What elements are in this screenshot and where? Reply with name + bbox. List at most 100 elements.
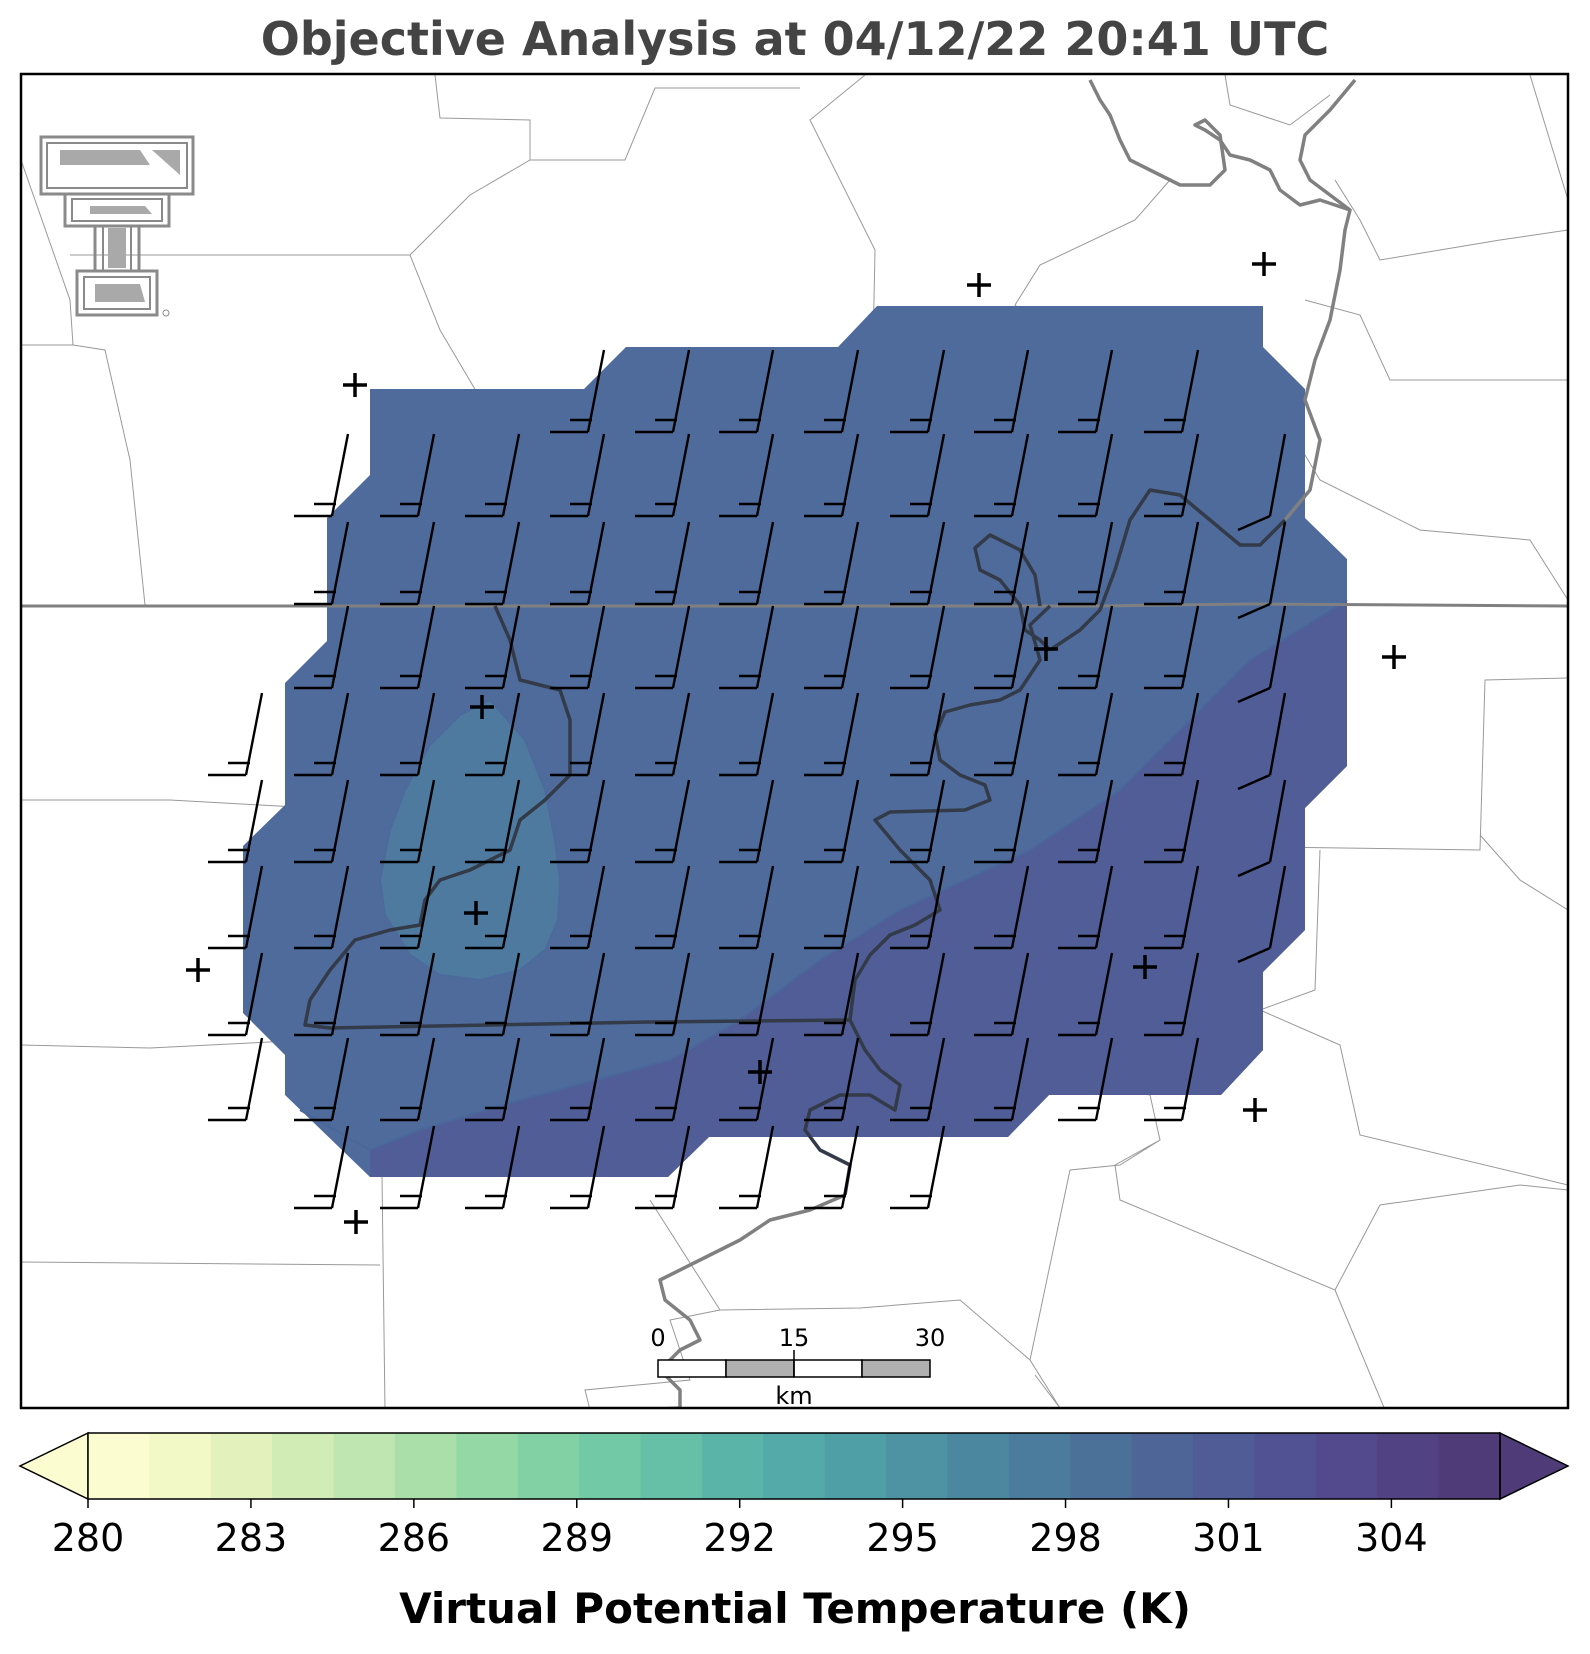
wind-barb xyxy=(465,1037,521,1122)
scale-bar-label-30: 30 xyxy=(915,1324,946,1352)
scale-bar-label-15: 15 xyxy=(779,1324,810,1352)
wind-barb xyxy=(1058,605,1114,690)
station-marker xyxy=(1252,252,1276,276)
wind-barb xyxy=(635,692,691,777)
wind-barb xyxy=(719,349,775,434)
wind-barb xyxy=(1144,692,1200,777)
wind-barb xyxy=(550,1037,606,1122)
colorbar-outline xyxy=(87,1432,1501,1500)
wind-barb xyxy=(890,865,946,950)
colorbar-extend-high xyxy=(1499,1431,1570,1501)
colorbar: 280 283 286 289 292 295 298 301 304 xyxy=(18,1431,1570,1560)
wind-barb xyxy=(1144,779,1200,864)
scale-bar-unit: km xyxy=(775,1382,812,1410)
wind-barb xyxy=(974,521,1030,606)
wind-barb xyxy=(465,865,521,950)
colorbar-swatch xyxy=(824,1433,887,1499)
colorbar-swatch xyxy=(456,1433,519,1499)
wind-barb xyxy=(635,952,691,1037)
wind-barb xyxy=(294,952,350,1037)
wind-barb xyxy=(974,605,1030,690)
station-marker xyxy=(1034,637,1058,661)
wind-barb xyxy=(804,779,860,864)
wind-barb xyxy=(804,521,860,606)
wind-barb xyxy=(635,865,691,950)
wind-barb xyxy=(1058,433,1114,518)
station-marker xyxy=(343,373,367,397)
wind-barb xyxy=(719,692,775,777)
wind-barb xyxy=(635,1125,691,1210)
wind-barb xyxy=(1144,952,1200,1037)
wind-barb xyxy=(635,433,691,518)
colorbar-swatch xyxy=(1008,1433,1071,1499)
wind-barb xyxy=(294,433,350,518)
station-marker xyxy=(1243,1098,1267,1122)
wind-barb xyxy=(1237,865,1287,964)
colorbar-swatch xyxy=(640,1433,703,1499)
wind-barb xyxy=(974,349,1030,434)
wind-barb xyxy=(208,779,264,864)
colorbar-swatch xyxy=(1254,1433,1317,1499)
state-border xyxy=(21,602,1568,608)
wind-barb xyxy=(804,692,860,777)
colorbar-swatch xyxy=(701,1433,764,1499)
wind-barb xyxy=(804,433,860,518)
wind-barb xyxy=(380,865,436,950)
colorbar-swatch xyxy=(1438,1433,1501,1499)
colorbar-tick-label: 304 xyxy=(1355,1516,1428,1560)
wind-barb xyxy=(719,605,775,690)
wind-barb xyxy=(208,1037,264,1122)
wind-barb xyxy=(1058,521,1114,606)
station-marker xyxy=(748,1060,772,1084)
wind-barb xyxy=(1144,1037,1200,1122)
wind-barb xyxy=(719,952,775,1037)
wind-barb xyxy=(1144,349,1200,434)
colorbar-swatch xyxy=(333,1433,396,1499)
colorbar-swatch xyxy=(149,1433,212,1499)
wind-barb xyxy=(974,692,1030,777)
wind-barb xyxy=(719,1125,775,1210)
colorbar-swatch xyxy=(210,1433,273,1499)
wind-barb xyxy=(804,952,860,1037)
colorbar-tick-label: 292 xyxy=(703,1516,776,1560)
wind-barb xyxy=(804,1125,860,1210)
wind-barb xyxy=(294,779,350,864)
wind-barb xyxy=(890,521,946,606)
station-marker xyxy=(186,958,210,982)
vpt-field-warm xyxy=(370,600,1347,1177)
wind-barb xyxy=(550,433,606,518)
colorbar-tick-label: 298 xyxy=(1029,1516,1102,1560)
wind-barb xyxy=(804,349,860,434)
colorbar-swatch xyxy=(517,1433,580,1499)
station-marker xyxy=(967,273,991,297)
wind-barb xyxy=(294,692,350,777)
map-frame xyxy=(19,72,1570,1410)
colorbar-swatch xyxy=(1070,1433,1133,1499)
wind-barb xyxy=(804,865,860,950)
rivers xyxy=(303,78,1357,1408)
wind-barb xyxy=(1058,779,1114,864)
colorbar-swatch xyxy=(272,1433,335,1499)
colorbar-swatch xyxy=(763,1433,826,1499)
wind-barb xyxy=(1237,433,1287,532)
colorbar-swatch xyxy=(1315,1433,1378,1499)
wind-barb xyxy=(719,865,775,950)
colorbar-tick-label: 280 xyxy=(52,1516,125,1560)
wind-barb xyxy=(550,521,606,606)
wind-barb xyxy=(380,692,436,777)
colorbar-tick-label: 301 xyxy=(1192,1516,1265,1560)
map-panel xyxy=(21,74,1568,1408)
wind-barb xyxy=(890,349,946,434)
wind-barb xyxy=(890,433,946,518)
wind-barb xyxy=(294,1037,350,1122)
wind-barb xyxy=(719,433,775,518)
colorbar-tick-label: 289 xyxy=(541,1516,614,1560)
colorbar-tick-label: 295 xyxy=(866,1516,939,1560)
wind-barb xyxy=(719,1037,775,1122)
colorbar-swatch xyxy=(1131,1433,1194,1499)
wind-barb xyxy=(635,349,691,434)
wind-barb xyxy=(1237,692,1287,791)
colorbar-swatch xyxy=(1193,1433,1256,1499)
wind-barb xyxy=(465,521,521,606)
wind-barb xyxy=(974,779,1030,864)
